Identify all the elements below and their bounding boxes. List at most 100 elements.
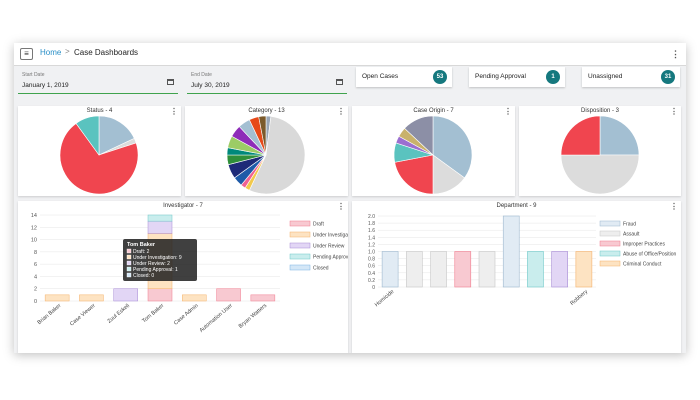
department-bar[interactable] — [478, 251, 496, 288]
bar-segment-draft[interactable] — [216, 288, 241, 302]
legend-label: Improper Practices — [623, 242, 665, 248]
legend-swatch[interactable] — [289, 242, 311, 249]
chart-tooltip — [123, 239, 197, 281]
pie-slice-0[interactable] — [599, 115, 640, 156]
pie-slice-2[interactable] — [59, 123, 139, 195]
pie-slice-12[interactable] — [258, 115, 267, 156]
investigator-chart-card: Investigator - 7 ⋮ 0 2 4 6 8 10 12 14 Brian Bake… — [18, 201, 348, 353]
count-badge: 53 — [433, 70, 447, 84]
x-tick-label: Case Viewer — [69, 303, 97, 328]
bar-segment-under-review[interactable] — [147, 220, 173, 234]
pie-slice-1[interactable] — [560, 154, 640, 195]
x-tick-label: Zuul Eskeli — [107, 303, 131, 325]
bar-segment-pending-approval[interactable] — [147, 214, 173, 222]
department-bar[interactable] — [502, 215, 520, 288]
legend-swatch[interactable] — [289, 220, 311, 227]
chart-title: Status - 4 — [86, 108, 113, 114]
y-tick-label: 6 — [34, 262, 37, 268]
legend-swatch[interactable] — [289, 231, 311, 238]
y-tick-label: 0.6 — [368, 264, 375, 270]
legend-label: Under Investigation — [313, 233, 348, 239]
status-pie-chart — [59, 115, 139, 195]
calendar-icon[interactable] — [167, 79, 174, 85]
end-date-value: July 30, 2019 — [191, 82, 230, 89]
bar-segment-draft[interactable] — [147, 288, 173, 302]
department-bar[interactable] — [551, 251, 568, 288]
y-tick-label: 2 — [34, 287, 37, 293]
page-more-icon[interactable]: ⋮ — [671, 49, 680, 59]
bar-segment-under-review[interactable] — [113, 288, 138, 302]
pie-slice-6[interactable] — [404, 115, 434, 156]
pie-slice-0[interactable] — [432, 115, 473, 179]
category-chart-card: Category - 13 ⋮ — [185, 106, 348, 196]
card-more-icon[interactable]: ⋮ — [670, 202, 678, 211]
bar-segment-draft[interactable] — [250, 294, 276, 302]
pie-slice-2[interactable] — [560, 115, 601, 156]
investigator-bar-chart: 0 2 4 6 8 10 12 14 Brian Baker Case Viewer Zuul Es… — [31, 213, 348, 334]
tooltip-line: Under Review: 2 — [133, 261, 170, 267]
card-more-icon[interactable]: ⋮ — [337, 202, 345, 211]
x-tick-label: Robbery — [569, 289, 589, 307]
legend-swatch[interactable] — [289, 253, 311, 260]
card-more-icon[interactable]: ⋮ — [170, 107, 178, 116]
card-more-icon[interactable]: ⋮ — [670, 107, 678, 116]
stat-pending-approval[interactable]: Pending Approval 1 — [469, 67, 565, 87]
legend-swatch[interactable] — [599, 230, 621, 237]
department-bar[interactable] — [381, 251, 399, 288]
pie-slice-3[interactable] — [75, 115, 100, 156]
x-tick-label: Brian Baker — [37, 303, 63, 326]
legend-swatch[interactable] — [599, 250, 621, 257]
legend-swatch[interactable] — [599, 220, 621, 227]
stat-label: Unassigned — [588, 73, 623, 80]
y-tick-label: 4 — [34, 274, 37, 280]
department-bar[interactable] — [430, 251, 447, 288]
start-date-field[interactable]: Start Date January 1, 2019 — [18, 69, 178, 94]
department-bar[interactable] — [406, 251, 423, 288]
department-bar[interactable] — [527, 251, 544, 288]
department-bar[interactable] — [575, 251, 593, 288]
legend-swatch[interactable] — [599, 260, 621, 267]
category-pie-chart — [226, 115, 306, 195]
breadcrumb-home-link[interactable]: Home — [40, 48, 62, 57]
count-badge: 1 — [546, 70, 560, 84]
legend-swatch[interactable] — [599, 240, 621, 247]
stat-open-cases[interactable]: Open Cases 53 — [356, 67, 452, 87]
bar-segment-under-investigation[interactable] — [182, 294, 207, 302]
chart-title: Disposition - 3 — [580, 108, 619, 114]
y-tick-label: 0 — [34, 299, 37, 305]
y-tick-label: 1.2 — [368, 242, 375, 248]
y-tick-label: 1.6 — [368, 228, 375, 234]
y-tick-label: 0.4 — [368, 271, 375, 277]
x-tick-label: Homicide — [374, 289, 395, 308]
bar-segment-under-investigation[interactable] — [79, 294, 104, 302]
stat-label: Open Cases — [362, 73, 399, 80]
bar-segment-under-investigation[interactable] — [44, 294, 70, 302]
calendar-icon[interactable] — [336, 79, 343, 85]
y-tick-label: 1.0 — [368, 250, 375, 256]
card-more-icon[interactable]: ⋮ — [337, 107, 345, 116]
legend-label: Abuse of Office/Position — [623, 252, 676, 258]
breadcrumb-separator: > — [65, 47, 70, 56]
legend-label: Criminal Conduct — [623, 262, 662, 268]
start-date-value: January 1, 2019 — [22, 82, 69, 89]
legend-swatch[interactable] — [289, 264, 311, 271]
legend-label: Draft — [313, 222, 324, 228]
x-tick-label: Bryan Watters — [238, 303, 269, 330]
legend-label: Under Review — [313, 244, 345, 250]
tooltip-title: Tom Baker — [127, 242, 156, 248]
tooltip-swatch — [126, 248, 132, 254]
x-tick-label: Tom Baker — [141, 303, 165, 325]
x-tick-label: Automation User — [199, 303, 234, 334]
count-badge: 31 — [661, 70, 675, 84]
pie-slice-2[interactable] — [394, 154, 434, 195]
hamburger-icon[interactable]: ≡ — [20, 48, 33, 60]
card-more-icon[interactable]: ⋮ — [504, 107, 512, 116]
stat-label: Pending Approval — [475, 73, 526, 80]
department-bar[interactable] — [454, 251, 472, 288]
department-bar-chart: 00.20.40.60.81.0 1.21.41.61.82.0 Homicide R… — [368, 214, 676, 308]
stat-unassigned[interactable]: Unassigned 31 — [582, 67, 680, 87]
pie-slice-1[interactable] — [248, 115, 306, 195]
pie-slice-0[interactable] — [98, 115, 135, 156]
end-date-field[interactable]: End Date July 30, 2019 — [187, 69, 347, 94]
legend-label: Assault — [623, 232, 640, 238]
